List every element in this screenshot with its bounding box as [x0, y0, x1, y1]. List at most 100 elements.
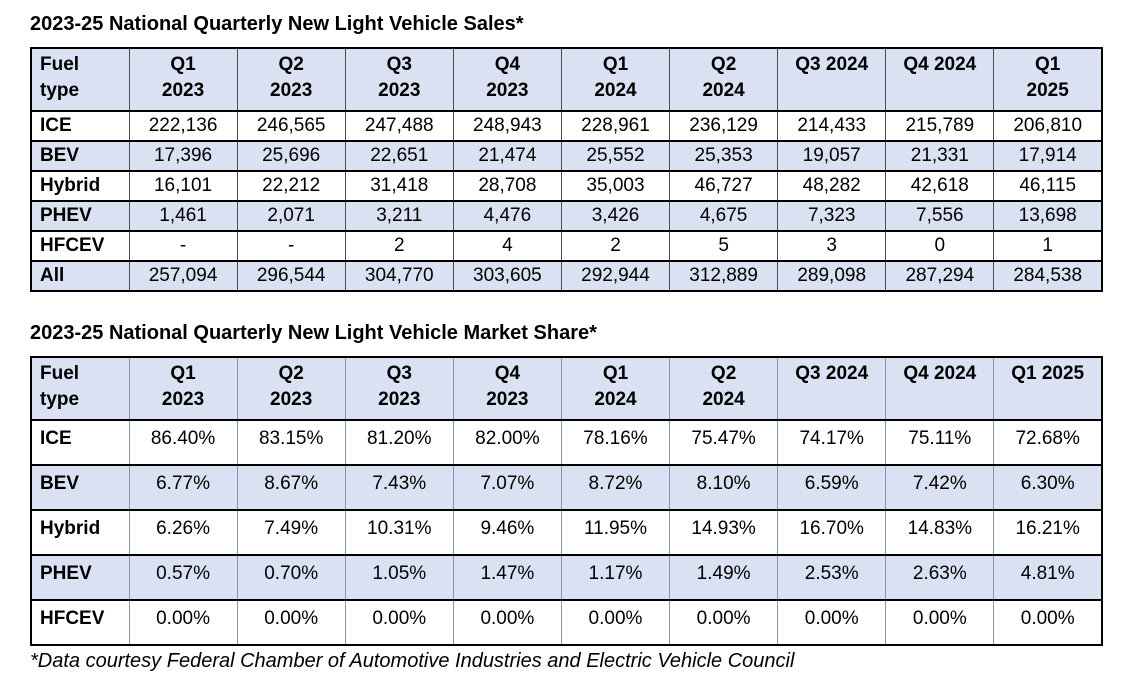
table-cell: 8.10%: [669, 464, 779, 511]
table-cell: 206,810: [993, 110, 1103, 142]
share-table-title: 2023-25 National Quarterly New Light Veh…: [30, 322, 597, 344]
row-label: All: [30, 260, 130, 292]
column-header-q3-2024: Q3 2024: [777, 356, 887, 421]
table-cell: 75.11%: [885, 419, 995, 466]
header-line: Q1: [170, 363, 196, 384]
table-cell: 3,426: [560, 200, 671, 232]
table-cell: 1.47%: [452, 554, 562, 601]
table-cell: 19,057: [777, 140, 887, 172]
row-label: ICE: [30, 419, 130, 466]
table-cell: 25,353: [669, 140, 779, 172]
column-header-q3-2023: Q3 2023: [344, 356, 454, 421]
table-cell: 1: [993, 230, 1103, 262]
header-line: Q1 2025: [1011, 363, 1085, 384]
table-cell: 6.30%: [993, 464, 1103, 511]
header-line: 2025: [1026, 80, 1069, 102]
table-cell: 16,101: [128, 170, 238, 202]
header-line: type: [40, 389, 80, 411]
table-cell: 3: [777, 230, 887, 262]
column-header-q3-2023: Q3 2023: [344, 47, 454, 112]
table-cell: 7.49%: [236, 509, 346, 556]
table-cell: 21,331: [885, 140, 995, 172]
table-cell: 0: [885, 230, 995, 262]
table-row-all: All 257,094 296,544 304,770 303,605 292,…: [30, 260, 1103, 292]
header-line: Q4 2024: [903, 54, 977, 75]
table-cell: -: [128, 230, 238, 262]
table-cell: 284,538: [993, 260, 1103, 292]
table-cell: 6.59%: [777, 464, 887, 511]
table-cell: 7.43%: [344, 464, 454, 511]
table-cell: 6.26%: [128, 509, 238, 556]
row-label: ICE: [30, 110, 130, 142]
table-cell: 0.57%: [128, 554, 238, 601]
table-cell: 2: [344, 230, 454, 262]
row-label: HFCEV: [30, 599, 130, 646]
table-cell: 246,565: [236, 110, 346, 142]
column-header-q1-2023: Q1 2023: [128, 47, 238, 112]
table-cell: 1.49%: [669, 554, 779, 601]
table-cell: 2.63%: [885, 554, 995, 601]
table-cell: 72.68%: [993, 419, 1103, 466]
column-header-q4-2023: Q4 2023: [452, 356, 562, 421]
row-label: Hybrid: [30, 509, 130, 556]
column-header-q1-2024: Q1 2024: [560, 356, 671, 421]
header-line: Q4 2024: [903, 363, 977, 384]
row-label: BEV: [30, 464, 130, 511]
table-cell: 2: [560, 230, 671, 262]
header-line: Q2: [278, 363, 304, 384]
table-row-ice: ICE 222,136 246,565 247,488 248,943 228,…: [30, 110, 1103, 142]
column-header-q2-2023: Q2 2023: [236, 356, 346, 421]
table-cell: 0.00%: [993, 599, 1103, 646]
table-cell: 287,294: [885, 260, 995, 292]
header-line: Q3 2024: [795, 54, 869, 75]
table-cell: 81.20%: [344, 419, 454, 466]
table-cell: 7.07%: [452, 464, 562, 511]
table-cell: 0.00%: [128, 599, 238, 646]
column-header-q2-2024: Q2 2024: [669, 47, 779, 112]
table-row-ice: ICE 86.40% 83.15% 81.20% 82.00% 78.16% 7…: [30, 419, 1103, 466]
table-cell: 25,696: [236, 140, 346, 172]
header-line: Fuel: [40, 54, 80, 75]
table-cell: 0.70%: [236, 554, 346, 601]
header-line: Q4: [494, 363, 521, 384]
sales-table-title: 2023-25 National Quarterly New Light Veh…: [30, 13, 524, 35]
table-cell: 4: [452, 230, 562, 262]
table-cell: 0.00%: [344, 599, 454, 646]
table-cell: 312,889: [669, 260, 779, 292]
column-header-q1-2024: Q1 2024: [560, 47, 671, 112]
table-cell: 75.47%: [669, 419, 779, 466]
table-cell: 7.42%: [885, 464, 995, 511]
sales-table: Fuel type Q1 2023 Q2 2023 Q3 2023 Q4 2023 Q1 2…: [30, 47, 1103, 292]
header-line: Q2: [710, 54, 737, 75]
header-line: Q3 2024: [795, 363, 869, 384]
column-header-q4-2023: Q4 2023: [452, 47, 562, 112]
table-cell: 4,476: [452, 200, 562, 232]
table-cell: 78.16%: [560, 419, 671, 466]
column-header-q1-2023: Q1 2023: [128, 356, 238, 421]
table-cell: 5: [669, 230, 779, 262]
header-line: 2024: [594, 389, 637, 411]
table-cell: 0.00%: [885, 599, 995, 646]
table-cell: 31,418: [344, 170, 454, 202]
table-cell: 13,698: [993, 200, 1103, 232]
table-cell: 3,211: [344, 200, 454, 232]
table-cell: 9.46%: [452, 509, 562, 556]
table-cell: 1,461: [128, 200, 238, 232]
table-cell: 11.95%: [560, 509, 671, 556]
table-cell: 46,727: [669, 170, 779, 202]
table-cell: 1.05%: [344, 554, 454, 601]
table-cell: -: [236, 230, 346, 262]
table-cell: 247,488: [344, 110, 454, 142]
table-row-phev: PHEV 1,461 2,071 3,211 4,476 3,426 4,675…: [30, 200, 1103, 232]
table-row-hybrid: Hybrid 16,101 22,212 31,418 28,708 35,00…: [30, 170, 1103, 202]
table-cell: 17,914: [993, 140, 1103, 172]
header-line: 2023: [486, 80, 529, 102]
row-label: HFCEV: [30, 230, 130, 262]
sales-header-row: Fuel type Q1 2023 Q2 2023 Q3 2023 Q4 2023 Q1 2…: [30, 47, 1103, 112]
table-cell: 17,396: [128, 140, 238, 172]
table-cell: 0.00%: [777, 599, 887, 646]
table-cell: 35,003: [560, 170, 671, 202]
header-line: 2023: [161, 80, 205, 102]
table-cell: 222,136: [128, 110, 238, 142]
